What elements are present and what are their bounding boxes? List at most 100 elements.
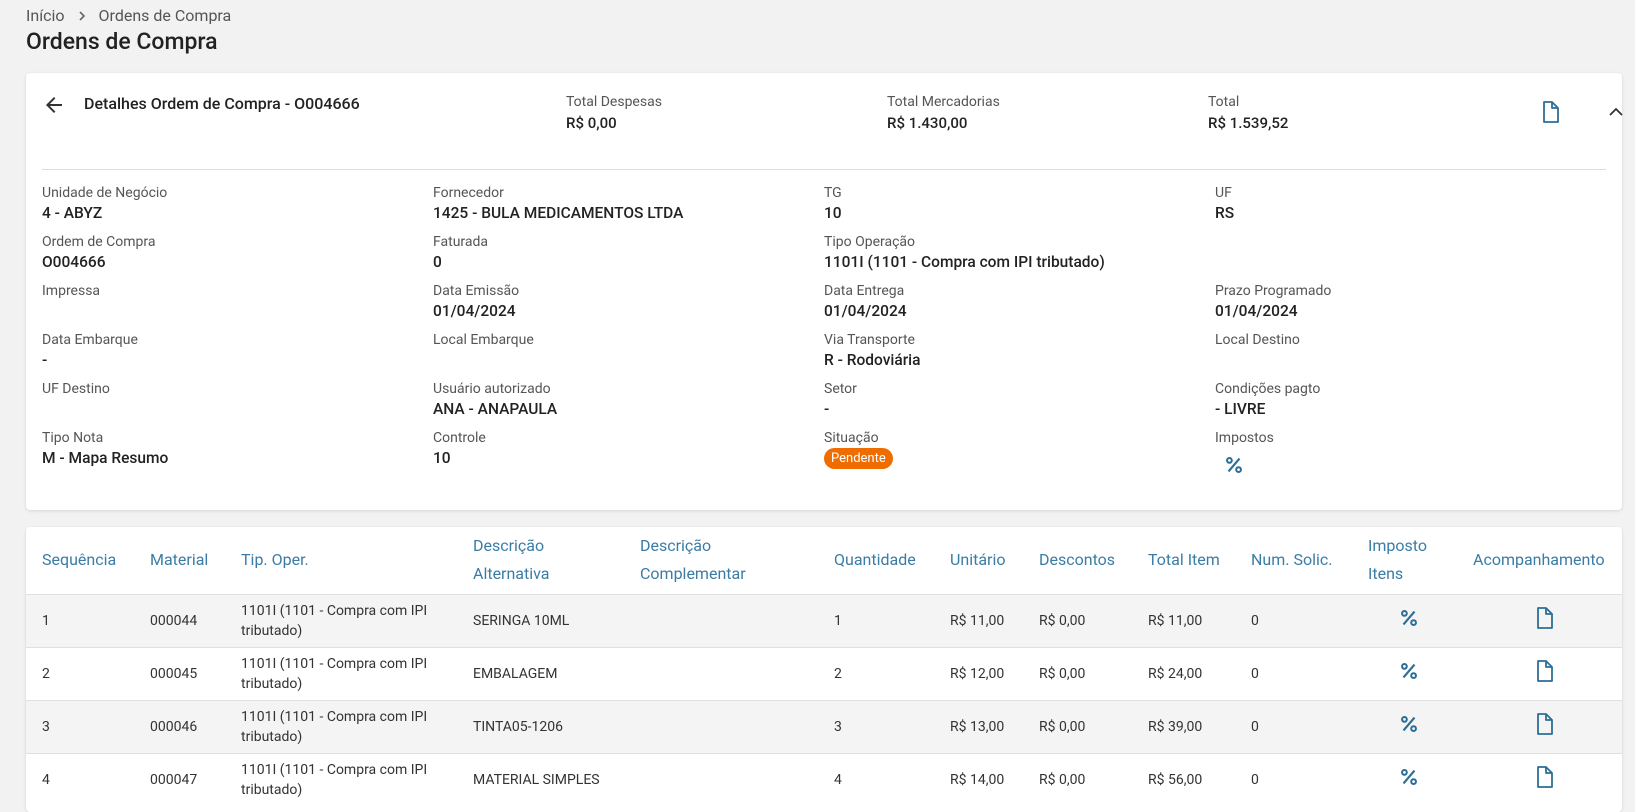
field: Data Entrega 01/04/2024 [824,283,1215,332]
column-header: Unitário [950,550,1006,570]
document-button[interactable] [1532,764,1556,790]
field-label: Unidade de Negócio [42,185,168,201]
tax-cell [1352,699,1457,753]
table-cell [624,752,818,806]
table-cell [624,646,818,700]
cell-text: 2 [42,665,50,682]
field: Usuário autorizado ANA - ANAPAULA [433,381,824,430]
field: Situação Pendente [824,430,1215,480]
table-cell: R$ 24,00 [1132,646,1235,700]
cell-text: R$ 0,00 [1039,665,1086,682]
card-heading: Detalhes Ordem de Compra - O004666 [84,94,360,113]
header-row: Sequência Material Tip. Oper. Descrição Alt… [26,527,1622,594]
table-row: 3 000046 1101I (1101 - Compra com IPI trib… [26,699,1622,753]
document-button[interactable] [1538,99,1562,125]
cell-text: TINTA05-1206 [473,718,563,735]
field: Prazo Programado 01/04/2024 [1215,283,1606,332]
tax-cell [1352,752,1457,806]
table-cell: R$ 0,00 [1023,699,1132,753]
total-label: Total Mercadorias [887,94,1000,110]
cell-text: 2 [834,665,842,682]
total-label: Total Despesas [566,94,662,110]
column-header: Descontos [1039,550,1116,570]
total-item: Total R$ 1.539,52 [1208,94,1288,132]
column-header: Tip. Oper. [241,550,309,570]
percent-button[interactable] [1398,607,1420,629]
field-label: Tipo Nota [42,430,104,446]
collapse-button[interactable] [1608,105,1624,119]
breadcrumb-current: Ordens de Compra [98,6,232,25]
table-cell: 2 [26,646,134,700]
percent-button[interactable] [1223,454,1245,476]
percent-button[interactable] [1398,766,1420,788]
table-cell: TINTA05-1206 [457,699,624,753]
field-grid: Unidade de Negócio 4 - ABYZ Fornecedor 1425… [42,185,1606,479]
field: Fornecedor 1425 - BULA MEDICAMENTOS LTDA [433,185,824,234]
detail-card: Detalhes Ordem de Compra - O004666 Total… [26,73,1623,510]
field-label: Impressa [42,283,101,299]
back-button[interactable] [42,93,66,117]
percent-button[interactable] [1398,713,1420,735]
total-label: Total [1208,94,1240,110]
field-label: Prazo Programado [1215,283,1332,299]
column-header: Num. Solic. [1251,550,1333,570]
field: Local Embarque [433,332,824,381]
card-header: Detalhes Ordem de Compra - O004666 Total… [42,73,1623,170]
field-value: 4 - ABYZ [42,204,103,222]
cell-text: 4 [42,771,50,788]
field-row: Unidade de Negócio 4 - ABYZ Fornecedor 1425… [42,185,1606,234]
table-cell: 000047 [134,752,225,806]
table-cell: 4 [26,752,134,806]
field: Data Emissão 01/04/2024 [433,283,824,332]
items-card: Sequência Material Tip. Oper. Descrição Alt… [26,527,1622,812]
field-row: Impressa Data Emissão 01/04/2024 Data Entre… [42,283,1606,332]
cell-text: 0 [1251,718,1259,735]
cell-text: EMBALAGEM [473,665,558,682]
column-header: Imposto Itens [1368,536,1427,584]
column-header: Quantidade [834,550,916,570]
table-cell: SERINGA 10ML [457,593,624,647]
table-row: 1 000044 1101I (1101 - Compra com IPI trib… [26,593,1622,647]
cell-text: R$ 13,00 [950,718,1005,735]
table-cell: 1101I (1101 - Compra com IPI tributado) [225,646,457,700]
column-header: Descrição Complementar [640,536,746,584]
column-header: Total Item [1148,550,1220,570]
table-cell: 1101I (1101 - Compra com IPI tributado) [225,593,457,647]
field-value: RS [1215,204,1235,222]
cell-text: 0 [1251,771,1259,788]
field: UF RS [1215,185,1606,234]
table-cell: 0 [1235,752,1352,806]
field-row: UF Destino Usuário autorizado ANA - ANAPAU… [42,381,1606,430]
tax-cell [1352,646,1457,700]
cell-text: R$ 14,00 [950,771,1005,788]
field-label: UF Destino [42,381,110,397]
field: Impostos [1215,430,1606,480]
field-value: R - Rodoviária [824,351,921,369]
percent-button[interactable] [1398,660,1420,682]
table-cell: R$ 0,00 [1023,752,1132,806]
table-cell: 0 [1235,593,1352,647]
table-cell: R$ 14,00 [934,752,1023,806]
field: Via Transporte R - Rodoviária [824,332,1215,381]
document-button[interactable] [1532,711,1556,737]
table-cell: 1 [818,593,934,647]
field: Faturada 0 [433,234,824,283]
field-label: Via Transporte [824,332,915,348]
field: Data Embarque - [42,332,433,381]
table-cell: 4 [818,752,934,806]
table-cell: 3 [26,699,134,753]
cell-text: 0 [1251,612,1259,629]
total-value: R$ 1.430,00 [887,114,968,132]
field-label: Ordem de Compra [42,234,156,250]
breadcrumb-link[interactable]: Início [26,6,65,25]
document-button[interactable] [1532,658,1556,684]
tracking-cell [1457,593,1622,647]
field-value: - LIVRE [1215,400,1266,418]
field-label: Tipo Operação [824,234,916,250]
document-button[interactable] [1532,605,1556,631]
field-label: Local Destino [1215,332,1300,348]
table-cell: 1101I (1101 - Compra com IPI tributado) [225,752,457,806]
field-row: Data Embarque - Local Embarque Via Transpor… [42,332,1606,381]
cell-text: 3 [42,718,50,735]
total-value: R$ 1.539,52 [1208,114,1289,132]
